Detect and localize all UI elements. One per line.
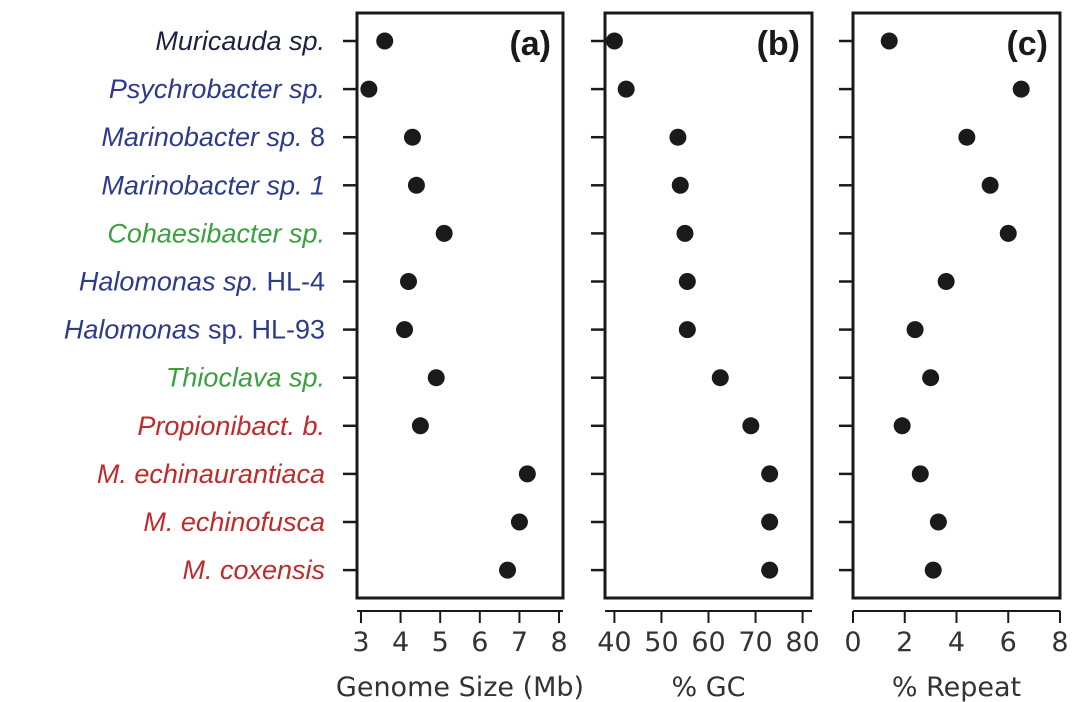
species-label: Cohaesibacter sp. — [107, 218, 325, 248]
data-point — [929, 513, 947, 531]
panel-b: 40 50 60 70 80 % GC (b) — [591, 11, 820, 702]
species-label: Muricauda sp. — [155, 26, 325, 56]
data-point — [761, 465, 779, 483]
species-label: Marinobacter sp. 8 — [101, 122, 325, 152]
x-tick-label: 7 — [511, 627, 528, 658]
species-label: M. echinofusca — [143, 507, 325, 537]
species-label-part: Thioclava sp. — [166, 363, 325, 393]
species-label-part: M. echinaurantiaca — [97, 459, 325, 489]
panel-frame — [603, 11, 814, 600]
data-point — [999, 224, 1017, 242]
x-tick-label: 6 — [471, 627, 488, 658]
species-label-part: Halomonas — [64, 315, 201, 345]
data-point — [411, 417, 429, 435]
panel-frame — [355, 11, 565, 600]
data-point — [924, 561, 942, 579]
species-label: Thioclava sp. — [166, 363, 325, 393]
x-tick-label: 70 — [738, 627, 772, 658]
x-tick-label: 6 — [1000, 627, 1017, 658]
species-label-part: Psychrobacter sp. — [109, 74, 325, 104]
data-point — [376, 32, 394, 50]
x-tick-label: 0 — [844, 627, 861, 658]
data-point — [742, 417, 760, 435]
data-point — [427, 369, 445, 387]
species-label-part: Cohaesibacter sp. — [107, 218, 325, 248]
species-label: M. coxensis — [182, 555, 325, 585]
data-point — [880, 32, 898, 50]
data-point — [937, 273, 955, 290]
data-point — [911, 465, 929, 483]
panel-tag: (c) — [1006, 25, 1048, 63]
species-label-part: M. echinofusca — [143, 507, 325, 537]
species-label-part: M. coxensis — [182, 555, 325, 585]
data-point — [761, 561, 779, 579]
data-point — [360, 80, 378, 98]
data-point — [922, 369, 940, 387]
species-label-part: 8 — [302, 122, 325, 152]
data-point — [678, 273, 696, 290]
data-point — [407, 176, 425, 194]
data-point — [761, 513, 779, 531]
panel-tag: (a) — [509, 25, 551, 63]
data-point — [1012, 80, 1030, 98]
x-tick-label: 50 — [644, 627, 678, 658]
species-label-part: sp. HL-93 — [200, 315, 325, 345]
data-point — [671, 176, 689, 194]
x-tick-label: 4 — [948, 627, 965, 658]
x-tick-label: 8 — [550, 627, 567, 658]
x-tick-label: 3 — [352, 627, 369, 658]
x-tick-label: 60 — [691, 627, 725, 658]
data-point — [403, 128, 421, 146]
species-label-part: Marinobacter sp. 1 — [101, 170, 325, 200]
panel-tag: (b) — [757, 25, 800, 63]
species-label-part: Halomonas sp. — [79, 267, 259, 297]
x-tick-label: 2 — [896, 627, 913, 658]
data-point — [400, 273, 417, 290]
x-tick-label: 4 — [392, 627, 409, 658]
species-label: Marinobacter sp. 1 — [101, 170, 325, 200]
data-point — [981, 176, 999, 194]
data-point — [711, 369, 729, 387]
panel-frame — [851, 11, 1062, 600]
panel-a: 3 4 5 6 7 8 Genome Size (Mb) (a) — [336, 11, 584, 702]
x-tick-label: 40 — [597, 627, 631, 658]
data-point — [617, 80, 635, 98]
species-label: Halomonas sp. HL-4 — [79, 267, 325, 297]
data-point — [669, 128, 687, 146]
data-point — [518, 465, 536, 483]
data-point — [396, 321, 414, 339]
x-axis-title: Genome Size (Mb) — [336, 672, 584, 702]
species-label: M. echinaurantiaca — [97, 459, 325, 489]
panel-c: 0 2 4 6 8 % Repeat (c) — [839, 11, 1069, 702]
species-label: Psychrobacter sp. — [109, 74, 325, 104]
data-point — [435, 224, 453, 242]
species-label-part: Propionibact. b. — [137, 411, 325, 441]
species-label: Propionibact. b. — [137, 411, 325, 441]
species-labels: Muricauda sp. Psychrobacter sp. Marinobact… — [64, 26, 325, 585]
x-axis-title: % Repeat — [892, 672, 1021, 702]
x-tick-label: 8 — [1051, 627, 1068, 658]
x-tick-label: 80 — [785, 627, 819, 658]
species-label: Halomonas sp. HL-93 — [64, 315, 325, 345]
data-point — [605, 32, 623, 50]
data-point — [906, 321, 924, 339]
data-point — [499, 561, 517, 579]
x-tick-label: 5 — [432, 627, 449, 658]
data-point — [893, 417, 911, 435]
data-point — [678, 321, 696, 339]
data-point — [510, 513, 528, 531]
data-point — [676, 224, 694, 242]
species-label-part: Marinobacter sp. — [101, 122, 302, 152]
data-point — [958, 128, 976, 146]
x-axis-title: % GC — [671, 672, 745, 702]
species-label-part: Muricauda sp. — [155, 26, 325, 56]
species-label-part: HL-4 — [259, 267, 325, 297]
